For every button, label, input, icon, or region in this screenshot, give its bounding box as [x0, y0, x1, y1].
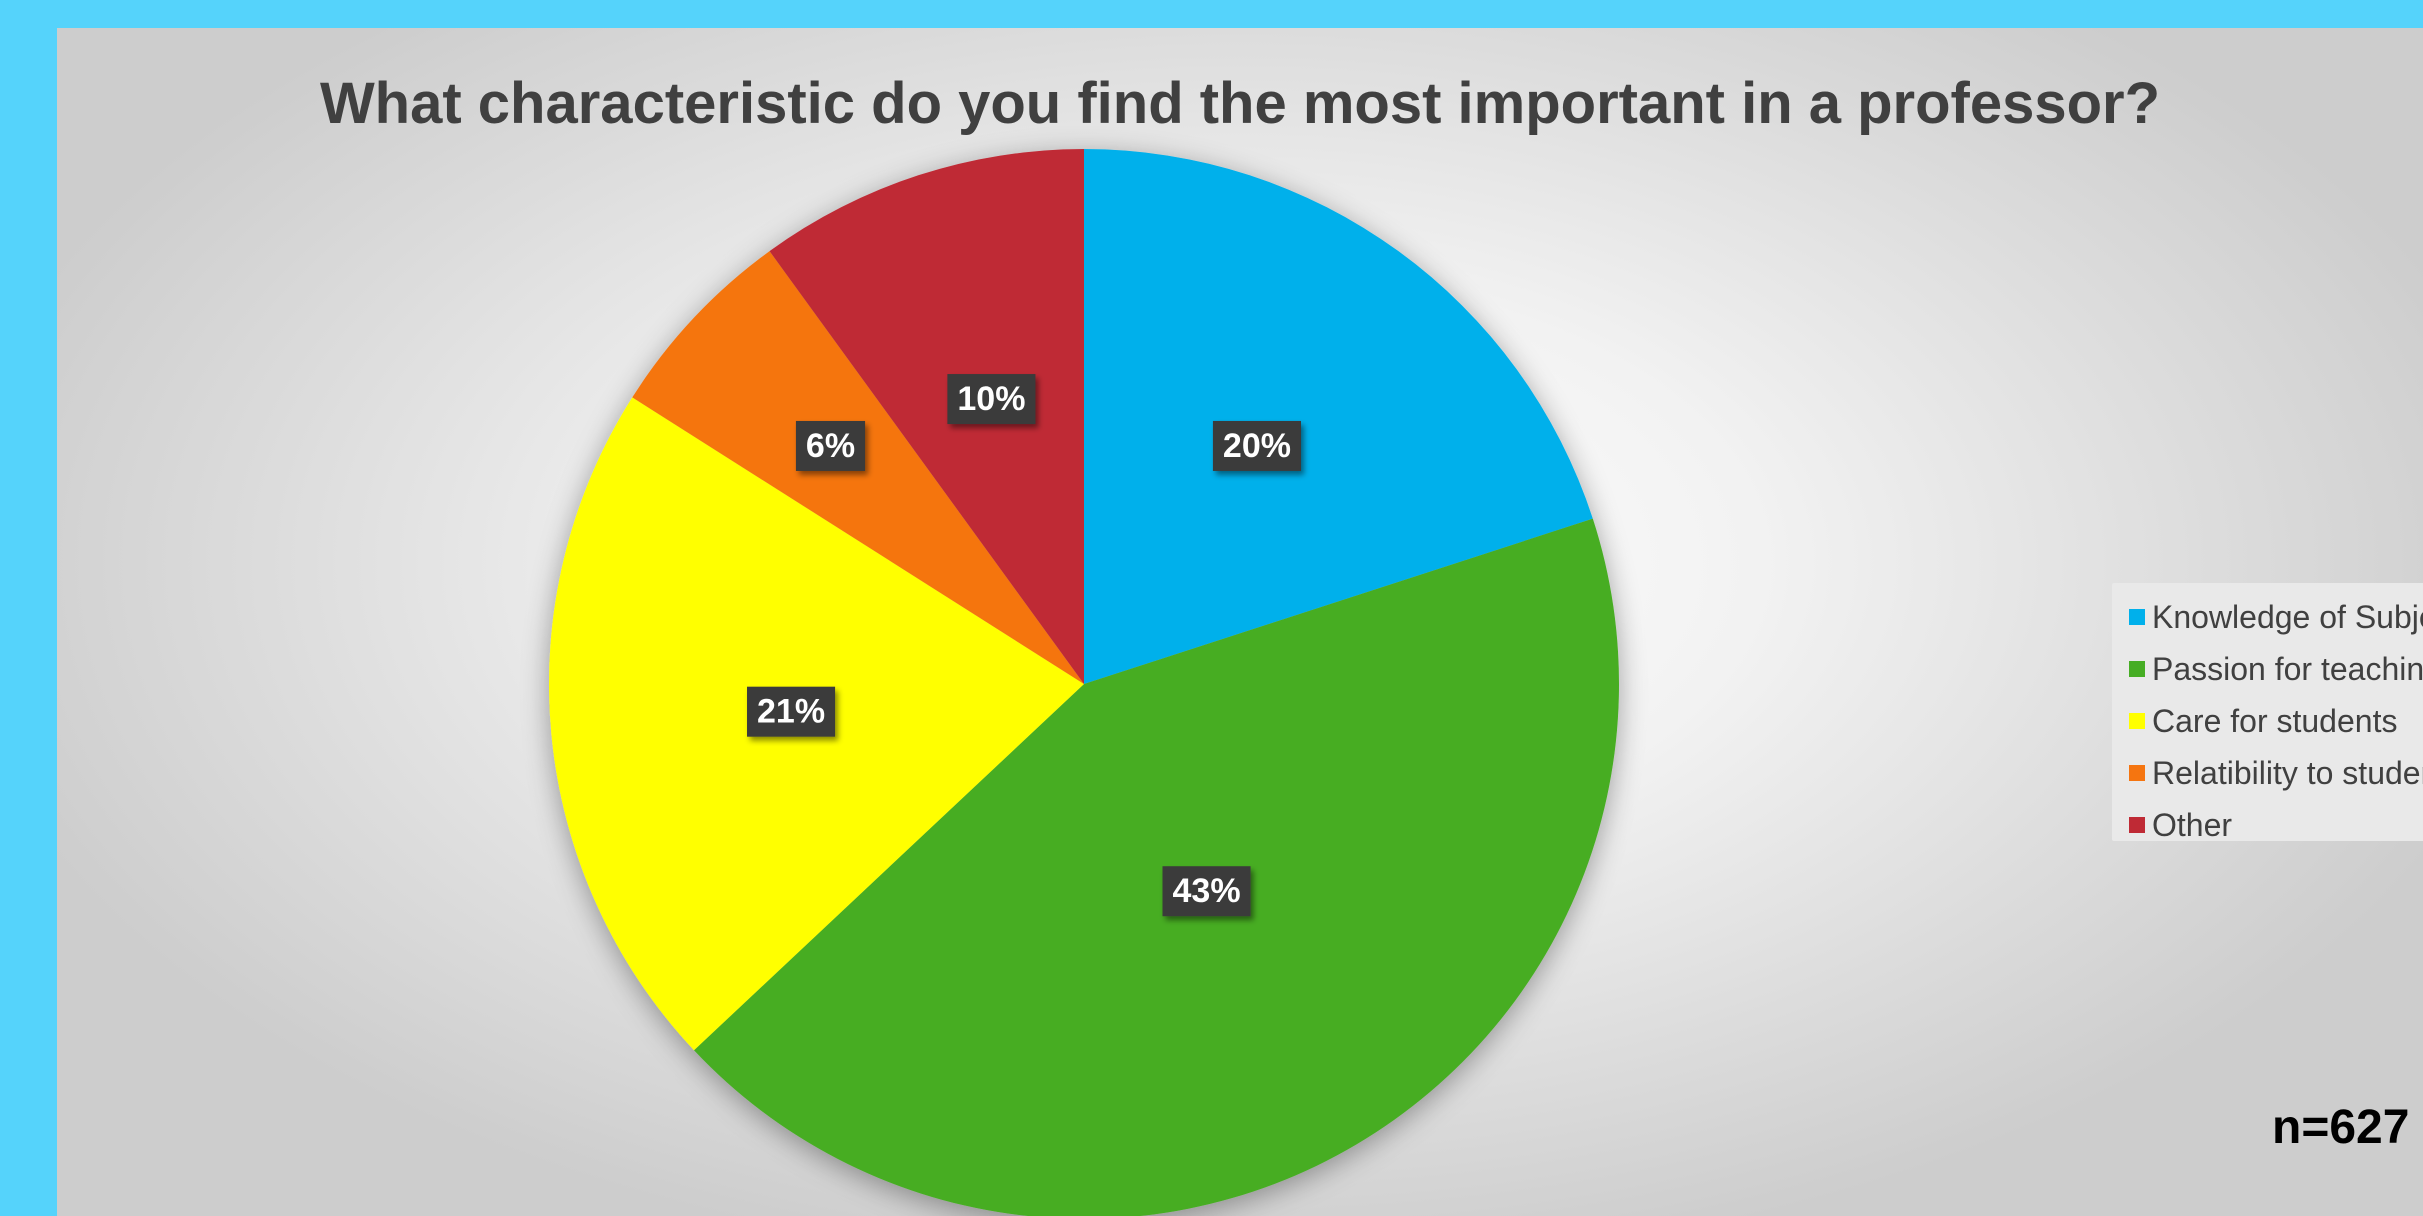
slide-background: What characteristic do you find the most…: [57, 28, 2423, 1216]
legend-item-care: Care for students: [2112, 699, 2423, 751]
data-label-text-passion: 43%: [1173, 872, 1241, 910]
data-label-passion: 43%: [1162, 866, 1251, 917]
legend-swatch-passion: [2129, 661, 2145, 677]
chart-title: What characteristic do you find the most…: [319, 71, 2161, 136]
data-label-box-passion: [1162, 866, 1251, 917]
chart-legend: Knowledge of Subject Passion for teachin…: [2112, 583, 2423, 843]
legend-label-passion: Passion for teaching: [2152, 651, 2423, 687]
data-label-box-care: [747, 686, 836, 737]
legend-swatch-relatibility: [2129, 765, 2145, 781]
legend-swatch-care: [2129, 713, 2145, 729]
data-label-relatibility: 6%: [795, 420, 866, 471]
legend-label-knowledge: Knowledge of Subject: [2152, 599, 2423, 635]
legend-item-passion: Passion for teaching: [2112, 647, 2423, 699]
data-label-box-relatibility: [795, 420, 866, 471]
pie-slice-other: [769, 149, 1084, 684]
data-label-care: 21%: [747, 686, 836, 737]
legend-swatch-other: [2129, 817, 2145, 833]
legend-item-relatibility: Relatibility to students: [2112, 751, 2423, 803]
legend-item-other: Other: [2112, 803, 2423, 855]
pie-slice-passion: [694, 518, 1619, 1216]
data-label-text-other: 10%: [957, 380, 1025, 418]
sample-size-note: n=627: [2272, 1101, 2410, 1154]
legend-label-other: Other: [2152, 807, 2233, 843]
data-label-knowledge: 20%: [1212, 420, 1301, 471]
data-label-other: 10%: [947, 374, 1036, 425]
pie-chart: 20% 43% 21% 6% 10%: [548, 149, 1619, 1216]
legend-label-relatibility: Relatibility to students: [2152, 755, 2423, 791]
data-label-box-knowledge: [1212, 420, 1301, 471]
data-label-box-other: [947, 374, 1036, 425]
data-label-text-care: 21%: [757, 693, 825, 731]
legend-label-care: Care for students: [2152, 703, 2398, 739]
legend-swatch-knowledge: [2129, 609, 2145, 625]
pie-slice-knowledge: [1084, 149, 1593, 684]
legend-item-knowledge: Knowledge of Subject: [2112, 595, 2423, 647]
data-label-text-knowledge: 20%: [1223, 427, 1291, 465]
data-label-text-relatibility: 6%: [806, 427, 855, 465]
